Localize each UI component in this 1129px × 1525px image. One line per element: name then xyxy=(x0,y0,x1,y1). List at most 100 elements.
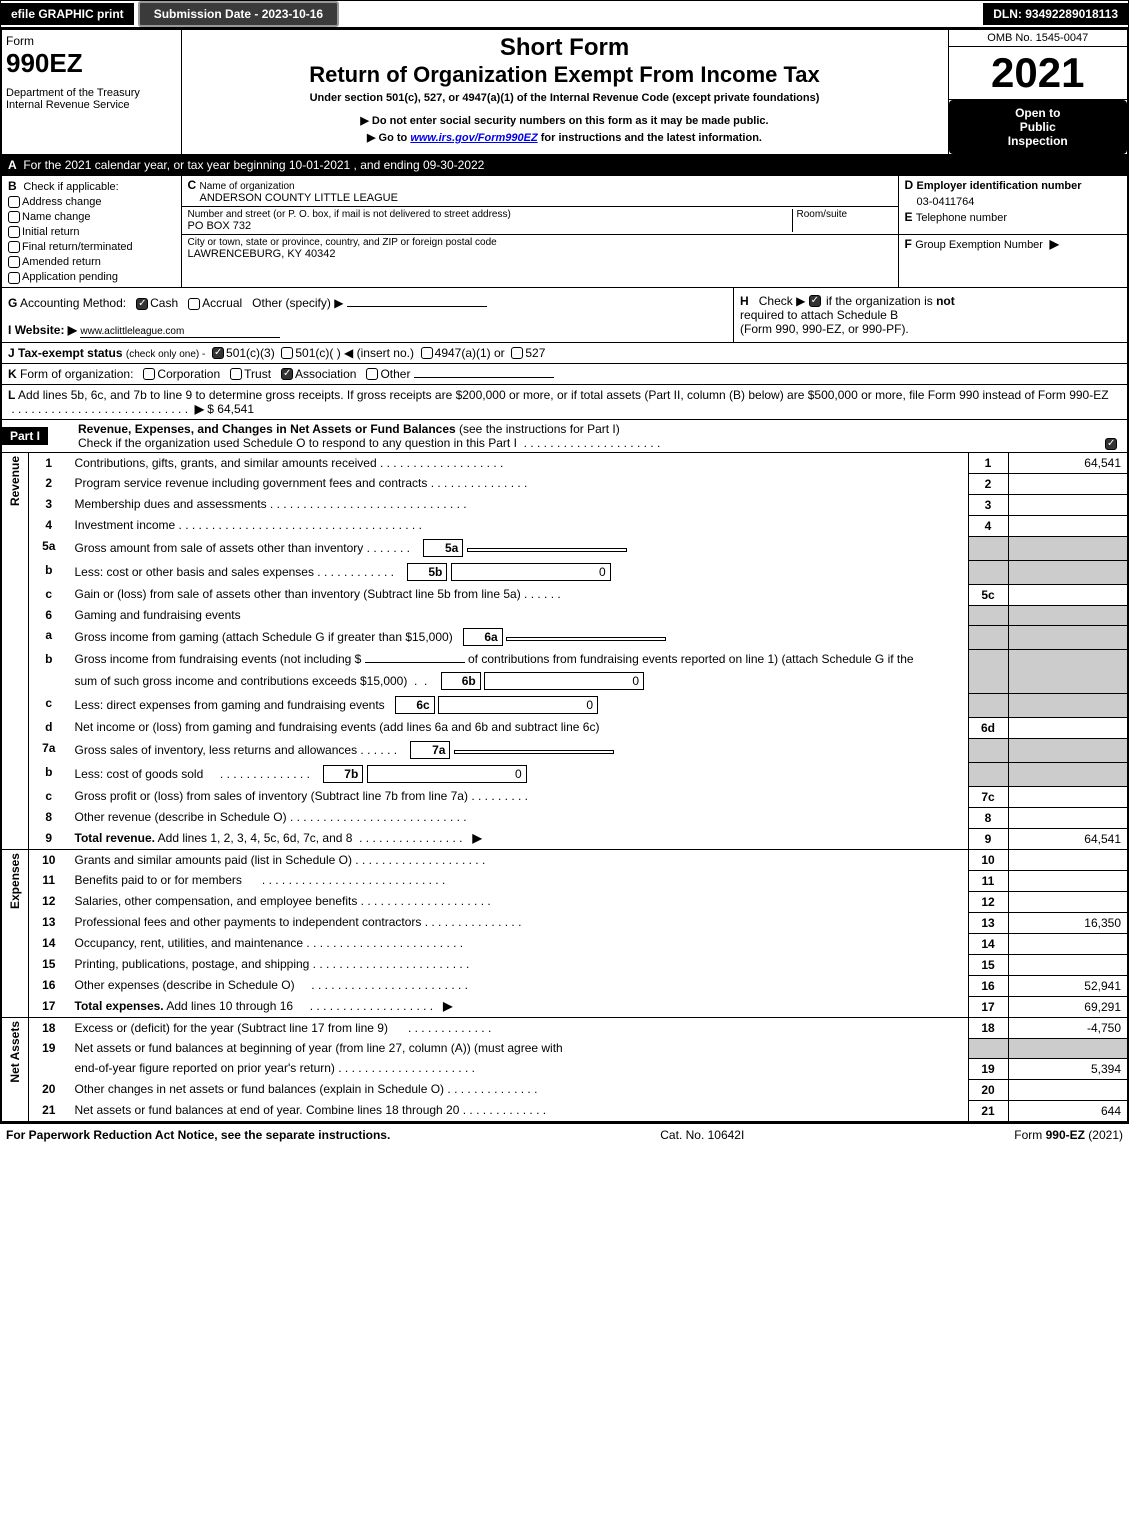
footer-cat-no: Cat. No. 10642I xyxy=(660,1128,744,1142)
irs-gov-link[interactable]: www.irs.gov/Form990EZ xyxy=(410,132,537,144)
section-c-label: C xyxy=(188,178,197,192)
part-1-table: Revenue 1 Contributions, gifts, grants, … xyxy=(0,452,1129,1123)
line-21-num: 21 xyxy=(29,1100,69,1122)
line-6c-inner-label: 6c xyxy=(395,696,435,714)
line-5a-box-shaded xyxy=(968,536,1008,560)
schedule-b-checkbox[interactable] xyxy=(809,295,821,307)
line-2-num: 2 xyxy=(29,473,69,494)
website-value[interactable]: www.aclittleleague.com xyxy=(80,326,280,338)
association-checkbox[interactable] xyxy=(281,368,293,380)
room-suite-label: Room/suite xyxy=(797,209,892,220)
cash-label: Cash xyxy=(150,296,178,310)
line-6d-text: Net income or (loss) from gaming and fun… xyxy=(75,720,600,734)
dept-treasury: Department of the Treasury xyxy=(6,87,177,99)
line-8-amount xyxy=(1008,807,1128,828)
line-6-box-shaded xyxy=(968,605,1008,625)
line-14-num: 14 xyxy=(29,933,69,954)
line-5a-inner-label: 5a xyxy=(423,539,463,557)
corporation-label: Corporation xyxy=(157,367,220,381)
line-1-box: 1 xyxy=(968,452,1008,473)
amended-return-label: Amended return xyxy=(22,256,101,268)
501c3-checkbox[interactable] xyxy=(212,347,224,359)
address-change-label: Address change xyxy=(22,196,102,208)
line-6-amount-shaded xyxy=(1008,605,1128,625)
line-15-num: 15 xyxy=(29,954,69,975)
line-20-text: Other changes in net assets or fund bala… xyxy=(75,1082,445,1096)
line-6c-amount-shaded xyxy=(1008,693,1128,717)
line-6b-text2: of contributions from fundraising events… xyxy=(468,652,914,666)
line-17-amount: 69,291 xyxy=(1008,996,1128,1017)
line-6d-box: 6d xyxy=(968,717,1008,738)
line-11-box: 11 xyxy=(968,870,1008,891)
line-18-num: 18 xyxy=(29,1017,69,1038)
trust-checkbox[interactable] xyxy=(230,368,242,380)
line-19-text2: end-of-year figure reported on prior yea… xyxy=(75,1061,335,1075)
line-8-num: 8 xyxy=(29,807,69,828)
line-6d-amount xyxy=(1008,717,1128,738)
sections-b-to-f: B Check if applicable: Address change Na… xyxy=(0,176,1129,287)
page-footer: For Paperwork Reduction Act Notice, see … xyxy=(0,1123,1129,1146)
line-6-num: 6 xyxy=(29,605,69,625)
501c-other-checkbox[interactable] xyxy=(281,347,293,359)
line-18-text: Excess or (deficit) for the year (Subtra… xyxy=(75,1021,388,1035)
initial-return-label: Initial return xyxy=(22,226,79,238)
check-if-applicable: Check if applicable: xyxy=(23,181,118,193)
line-2-box: 2 xyxy=(968,473,1008,494)
accrual-checkbox[interactable] xyxy=(188,298,200,310)
line-5c-amount xyxy=(1008,584,1128,605)
arrow-icon: ▶ xyxy=(195,402,204,416)
line-16-box: 16 xyxy=(968,975,1008,996)
line-12-amount xyxy=(1008,891,1128,912)
other-org-label: Other xyxy=(380,367,410,381)
line-5a-amount-shaded xyxy=(1008,536,1128,560)
line-19-box: 19 xyxy=(968,1058,1008,1079)
line-17-box: 17 xyxy=(968,996,1008,1017)
form-of-org-label: Form of organization: xyxy=(20,367,133,381)
line-5b-num: b xyxy=(29,560,69,584)
name-change-checkbox[interactable] xyxy=(8,211,20,223)
line-6a-amount-shaded xyxy=(1008,625,1128,649)
final-return-checkbox[interactable] xyxy=(8,241,20,253)
ein-value: 03-0411764 xyxy=(905,196,1122,208)
line-6a-text: Gross income from gaming (attach Schedul… xyxy=(75,630,453,644)
line-8-text: Other revenue (describe in Schedule O) xyxy=(75,810,287,824)
amended-return-checkbox[interactable] xyxy=(8,256,20,268)
line-7a-text: Gross sales of inventory, less returns a… xyxy=(75,743,358,757)
line-6b-blank[interactable] xyxy=(365,662,465,663)
line-15-box: 15 xyxy=(968,954,1008,975)
other-org-checkbox[interactable] xyxy=(366,368,378,380)
line-9-box: 9 xyxy=(968,828,1008,849)
top-bar: efile GRAPHIC print Submission Date - 20… xyxy=(0,0,1129,28)
line-11-text: Benefits paid to or for members xyxy=(75,873,242,887)
corporation-checkbox[interactable] xyxy=(143,368,155,380)
application-pending-checkbox[interactable] xyxy=(8,272,20,284)
application-pending-label: Application pending xyxy=(22,271,118,283)
other-org-input[interactable] xyxy=(414,377,554,378)
line-3-num: 3 xyxy=(29,494,69,515)
telephone-label: Telephone number xyxy=(916,212,1007,224)
line-5b-inner-label: 5b xyxy=(407,563,447,581)
tax-year: 2021 xyxy=(949,47,1128,100)
address-change-checkbox[interactable] xyxy=(8,196,20,208)
line-7a-box-shaded xyxy=(968,738,1008,762)
527-checkbox[interactable] xyxy=(511,347,523,359)
line-14-amount xyxy=(1008,933,1128,954)
line-11-amount xyxy=(1008,870,1128,891)
efile-print-label[interactable]: efile GRAPHIC print xyxy=(1,3,134,25)
line-7c-text: Gross profit or (loss) from sales of inv… xyxy=(75,789,468,803)
name-of-org-label: Name of organization xyxy=(200,181,295,192)
line-7a-amount-shaded xyxy=(1008,738,1128,762)
schedule-o-checkbox[interactable] xyxy=(1105,438,1117,450)
schedule-b-text2: required to attach Schedule B xyxy=(740,308,1121,322)
other-specify-input[interactable] xyxy=(347,306,487,307)
line-20-box: 20 xyxy=(968,1079,1008,1100)
form-word: Form xyxy=(6,34,177,48)
line-7b-inner-amount: 0 xyxy=(367,765,527,783)
4947a1-checkbox[interactable] xyxy=(421,347,433,359)
cash-checkbox[interactable] xyxy=(136,298,148,310)
line-6a-num: a xyxy=(29,625,69,649)
submission-date-button[interactable]: Submission Date - 2023-10-16 xyxy=(138,1,339,27)
initial-return-checkbox[interactable] xyxy=(8,226,20,238)
revenue-sidebar-label: Revenue xyxy=(8,456,22,506)
subtitle: Under section 501(c), 527, or 4947(a)(1)… xyxy=(186,92,944,104)
